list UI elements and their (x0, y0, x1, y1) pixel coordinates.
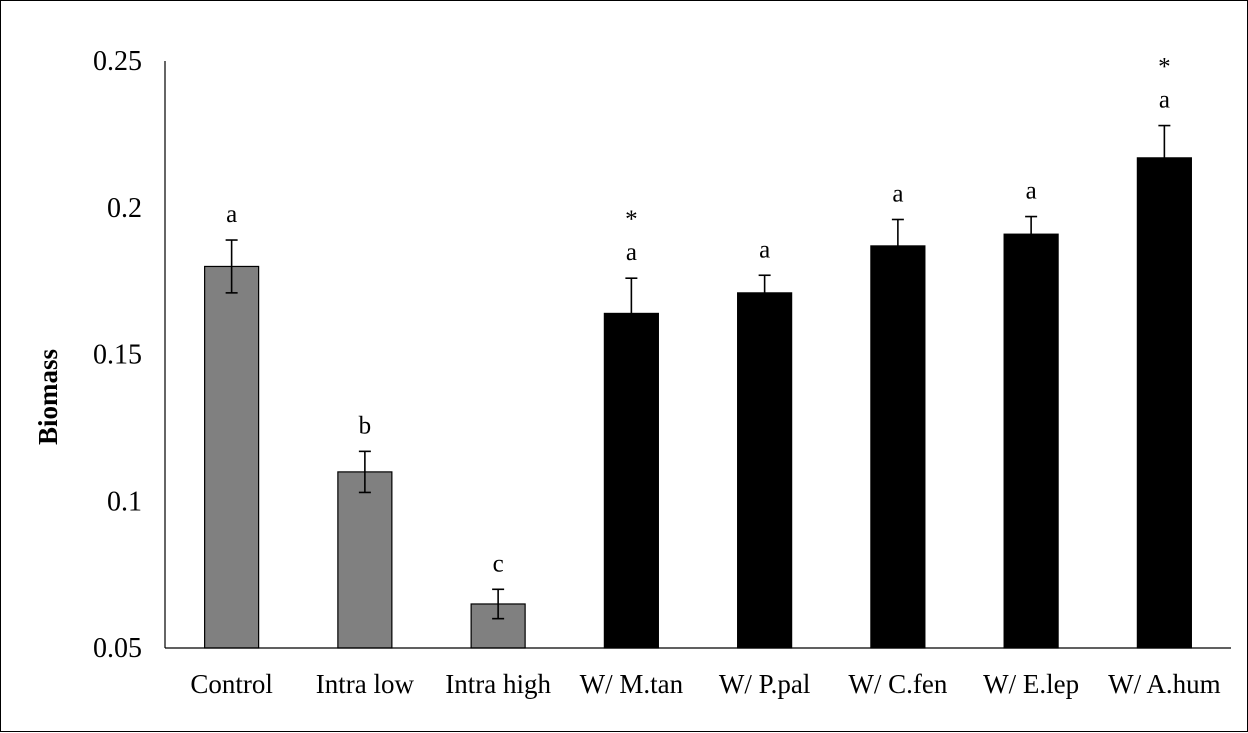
y-tick-label: 0.05 (93, 633, 142, 664)
x-category-label-1: Control (190, 669, 273, 699)
significance-labels-group: a b c a * a a a a * (226, 54, 1171, 578)
bar-4 (603, 312, 659, 649)
significance-star-4: * (625, 206, 638, 233)
significance-letter-6: a (892, 180, 903, 207)
y-tick-label: 0.1 (107, 486, 142, 517)
significance-letter-8: a (1159, 87, 1170, 114)
x-category-label-3: Intra high (445, 669, 551, 699)
y-tick-label: 0.15 (93, 340, 142, 371)
y-tick-label: 0.2 (107, 193, 142, 224)
significance-letter-5: a (759, 236, 770, 263)
x-category-label-5: W/ P.pal (719, 669, 811, 699)
bar-6 (870, 245, 926, 649)
error-bars-group (225, 124, 1171, 620)
y-tick-label: 0.25 (93, 46, 142, 77)
x-category-labels-group: Control Intra low Intra high W/ M.tan W/ P.p… (190, 669, 1220, 699)
significance-letter-4: a (626, 239, 637, 266)
bar-1 (204, 265, 260, 649)
significance-letter-7: a (1026, 178, 1037, 205)
bar-2 (337, 471, 393, 649)
significance-letter-1: a (226, 201, 237, 228)
x-category-label-4: W/ M.tan (580, 669, 684, 699)
bars-group (204, 157, 1192, 649)
x-category-label-8: W/ A.hum (1108, 669, 1221, 699)
axes-group (164, 61, 1231, 649)
x-category-label-6: W/ C.fen (848, 669, 947, 699)
bar-7 (1003, 233, 1059, 649)
x-category-label-2: Intra low (316, 669, 415, 699)
y-tick-labels-group: 0.05 0.1 0.15 0.2 0.25 (93, 46, 142, 664)
bar-5 (737, 292, 793, 649)
significance-star-8: * (1158, 54, 1171, 81)
significance-letter-3: c (493, 550, 504, 577)
y-axis-label: Biomass (33, 349, 63, 445)
bar-8 (1136, 157, 1192, 649)
significance-letter-2: b (359, 412, 372, 439)
x-category-label-7: W/ E.lep (983, 669, 1079, 699)
